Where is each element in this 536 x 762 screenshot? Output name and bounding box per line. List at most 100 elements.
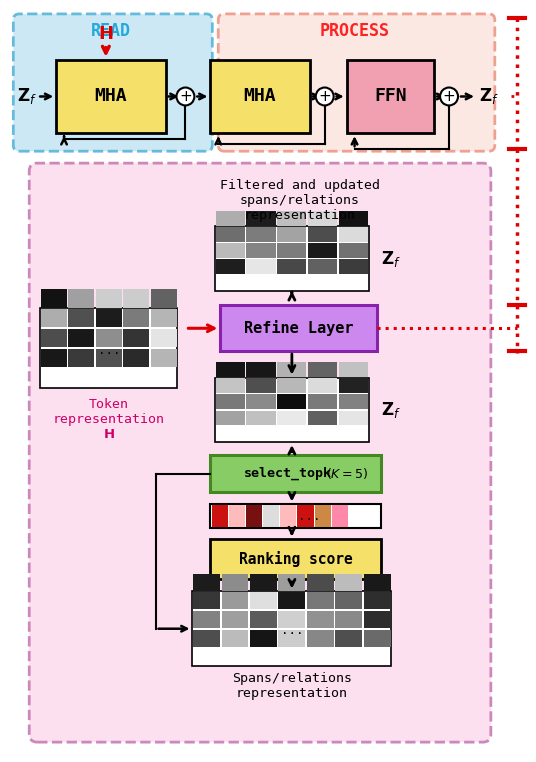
Bar — [193, 574, 220, 591]
Text: $(K{=}5)$: $(K{=}5)$ — [326, 466, 369, 481]
Bar — [212, 505, 228, 527]
Bar — [336, 574, 362, 591]
Bar — [151, 290, 177, 308]
Bar — [307, 574, 334, 591]
Bar — [336, 629, 362, 647]
Bar — [308, 362, 337, 376]
Bar — [339, 395, 368, 409]
Text: Token
representation
$\mathbf{H}$: Token representation $\mathbf{H}$ — [53, 398, 165, 441]
Text: FFN: FFN — [374, 88, 407, 105]
Bar — [215, 395, 245, 409]
Bar — [308, 259, 337, 274]
Text: $\mathbf{H}$: $\mathbf{H}$ — [98, 25, 114, 43]
Bar — [215, 259, 245, 274]
Circle shape — [440, 88, 458, 105]
Bar — [215, 411, 245, 425]
Circle shape — [176, 88, 195, 105]
Text: Spans/relations
representation: Spans/relations representation — [232, 672, 352, 700]
Bar — [247, 259, 276, 274]
Bar — [123, 309, 149, 328]
Bar — [308, 378, 337, 393]
Bar — [215, 211, 245, 226]
Bar — [192, 591, 391, 666]
Bar — [123, 349, 149, 367]
Bar — [215, 377, 369, 442]
Bar — [247, 227, 276, 242]
Text: MHA: MHA — [94, 88, 127, 105]
Bar — [193, 611, 220, 628]
Bar — [247, 395, 276, 409]
Bar — [123, 290, 149, 308]
Bar — [151, 329, 177, 347]
Bar — [250, 574, 277, 591]
Bar — [364, 574, 391, 591]
Bar — [297, 505, 314, 527]
Text: Filtered and updated
spans/relations
representation: Filtered and updated spans/relations rep… — [220, 179, 380, 222]
Bar — [41, 290, 67, 308]
Bar — [308, 227, 337, 242]
Bar — [279, 629, 306, 647]
Bar — [210, 504, 382, 528]
Bar — [339, 211, 368, 226]
Bar — [229, 505, 245, 527]
Bar — [41, 329, 67, 347]
Text: PROCESS: PROCESS — [319, 22, 390, 40]
Text: READ: READ — [91, 22, 131, 40]
Bar — [215, 378, 245, 393]
Bar — [280, 505, 296, 527]
Text: $\mathbf{Z}_f$: $\mathbf{Z}_f$ — [381, 248, 401, 269]
Text: $\mathbf{Z}_f$: $\mathbf{Z}_f$ — [381, 400, 401, 420]
Bar — [41, 309, 67, 328]
Bar — [279, 592, 306, 610]
Bar — [247, 378, 276, 393]
Bar — [364, 611, 391, 628]
Bar — [210, 539, 382, 579]
Bar — [69, 329, 94, 347]
Bar — [277, 243, 307, 258]
Bar — [215, 226, 369, 291]
FancyBboxPatch shape — [13, 14, 212, 151]
Bar — [221, 611, 249, 628]
Bar — [151, 309, 177, 328]
Bar — [69, 349, 94, 367]
Bar — [336, 592, 362, 610]
Bar — [96, 309, 122, 328]
Bar — [277, 211, 307, 226]
Bar — [96, 290, 122, 308]
Bar — [151, 349, 177, 367]
Bar — [336, 611, 362, 628]
Bar — [247, 505, 263, 527]
Bar — [250, 629, 277, 647]
Text: +: + — [443, 89, 456, 104]
Bar — [339, 243, 368, 258]
Bar — [247, 211, 276, 226]
Text: $\mathbf{Z}_f$: $\mathbf{Z}_f$ — [479, 86, 498, 107]
Circle shape — [316, 88, 333, 105]
Text: Refine Layer: Refine Layer — [244, 320, 354, 336]
Bar — [96, 349, 122, 367]
Text: ...: ... — [299, 510, 321, 523]
Text: ...: ... — [281, 624, 303, 637]
Bar — [210, 59, 310, 133]
Bar — [279, 611, 306, 628]
Bar — [308, 243, 337, 258]
Bar — [277, 411, 307, 425]
Bar — [364, 592, 391, 610]
Bar — [221, 592, 249, 610]
Bar — [220, 306, 377, 351]
Bar — [193, 592, 220, 610]
Bar — [279, 574, 306, 591]
Bar — [308, 395, 337, 409]
Bar — [307, 592, 334, 610]
Bar — [308, 411, 337, 425]
Bar — [221, 574, 249, 591]
Text: select_topk: select_topk — [244, 467, 332, 480]
Bar — [277, 378, 307, 393]
Bar — [221, 629, 249, 647]
Bar — [215, 362, 245, 376]
Bar — [339, 411, 368, 425]
Bar — [40, 309, 177, 388]
Text: $\mathbf{Z}_f$: $\mathbf{Z}_f$ — [17, 86, 37, 107]
Bar — [339, 227, 368, 242]
Bar — [215, 227, 245, 242]
